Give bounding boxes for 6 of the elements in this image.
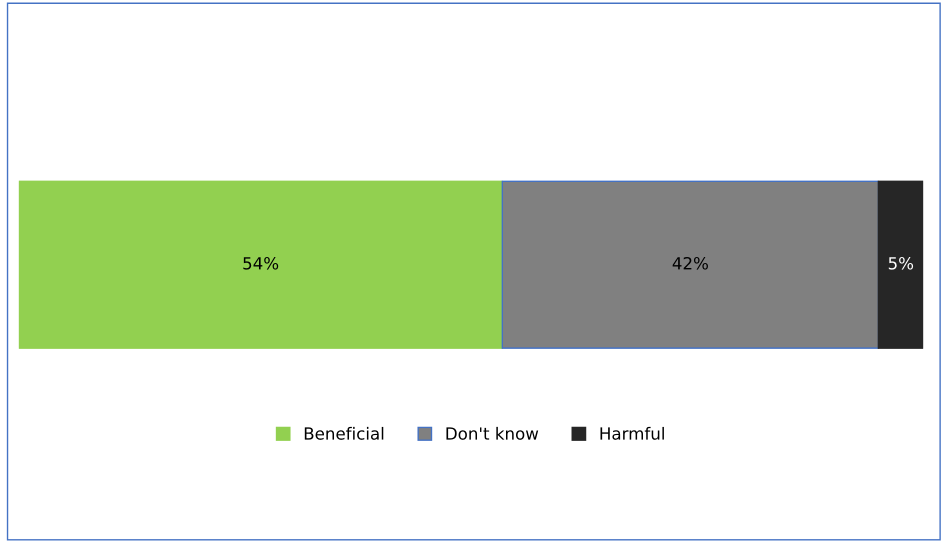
data-label: 5% (888, 256, 914, 270)
data-label: 42% (672, 256, 708, 270)
legend-label: Don't know (446, 426, 538, 440)
legend-label: Harmful (600, 426, 664, 440)
legend-label: Beneficial (304, 426, 384, 440)
data-label: 54% (243, 256, 278, 270)
